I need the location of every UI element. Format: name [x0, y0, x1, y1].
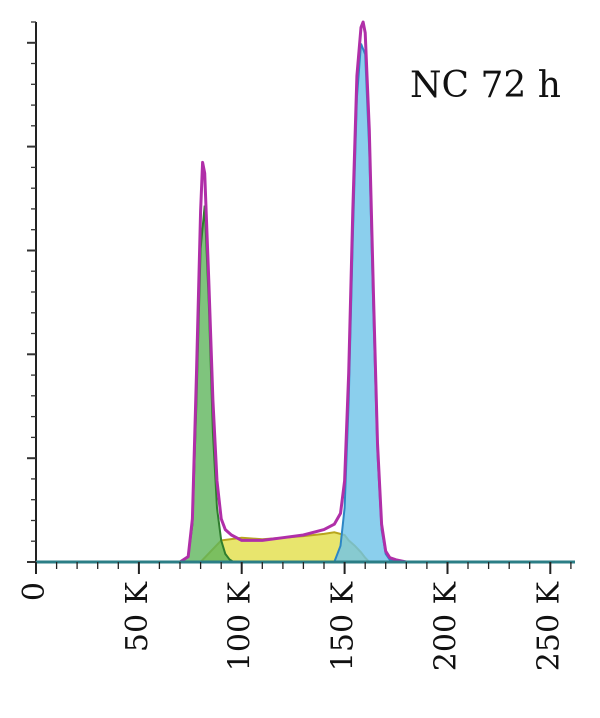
y-axis-ticks: [27, 21, 36, 563]
plot-area: [36, 20, 575, 564]
annotation-label: NC 72 h: [410, 65, 561, 106]
x-tick-label: 100 K: [223, 581, 258, 671]
x-tick-label: 50 K: [120, 581, 155, 652]
x-axis-tick-labels: 0 50 K 100 K 150 K 200 K 250 K: [17, 581, 566, 671]
x-tick-label: 150 K: [326, 581, 361, 671]
x-axis-ticks: [35, 562, 572, 574]
x-tick-label: 250 K: [531, 581, 566, 671]
x-tick-label: 200 K: [429, 581, 464, 671]
x-tick-label: 0: [17, 582, 52, 601]
series-total-line: [36, 20, 575, 564]
